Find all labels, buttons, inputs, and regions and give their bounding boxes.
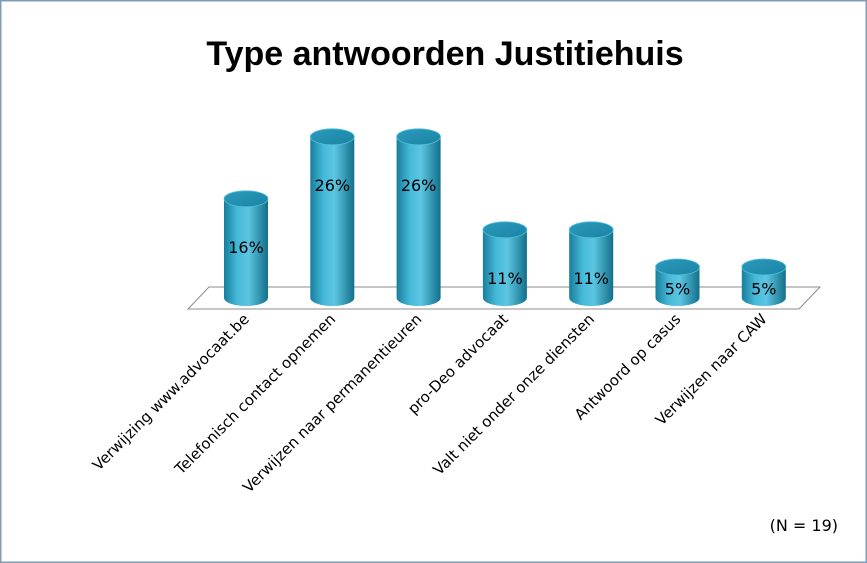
bar-body [569, 229, 614, 306]
sample-size-annotation: (N = 19) [770, 516, 838, 535]
bar-6 [655, 258, 700, 306]
data-label-1: 16% [228, 238, 264, 257]
bar-3 [396, 128, 442, 306]
bar-body [310, 136, 355, 306]
bar-body [224, 198, 268, 306]
bar-5 [568, 221, 614, 306]
data-labels-group: 16% 26% 26% 11% 11% 5% 5% [228, 176, 776, 299]
bar-body [396, 136, 441, 306]
bar-top [309, 128, 355, 146]
bar-2 [309, 128, 355, 306]
data-label-7: 5% [751, 280, 776, 299]
bar-top [223, 190, 269, 208]
bar-body [741, 267, 786, 306]
bar-top [655, 258, 700, 276]
chart-title: Type antwoorden Justitiehuis [206, 35, 683, 73]
bars-group [223, 128, 787, 306]
bar-4 [482, 221, 528, 306]
bar-top [482, 221, 528, 239]
bar-top [741, 258, 787, 276]
data-label-3: 26% [401, 176, 437, 195]
data-label-5: 11% [573, 269, 609, 288]
data-label-4: 11% [487, 269, 523, 288]
data-label-2: 26% [315, 176, 351, 195]
data-label-6: 5% [665, 280, 690, 299]
bar-top [396, 128, 442, 146]
bar-1 [223, 190, 269, 306]
bar-body [655, 267, 700, 306]
bar-top [568, 221, 614, 239]
bar-body [482, 229, 527, 306]
bar-7 [741, 258, 787, 306]
